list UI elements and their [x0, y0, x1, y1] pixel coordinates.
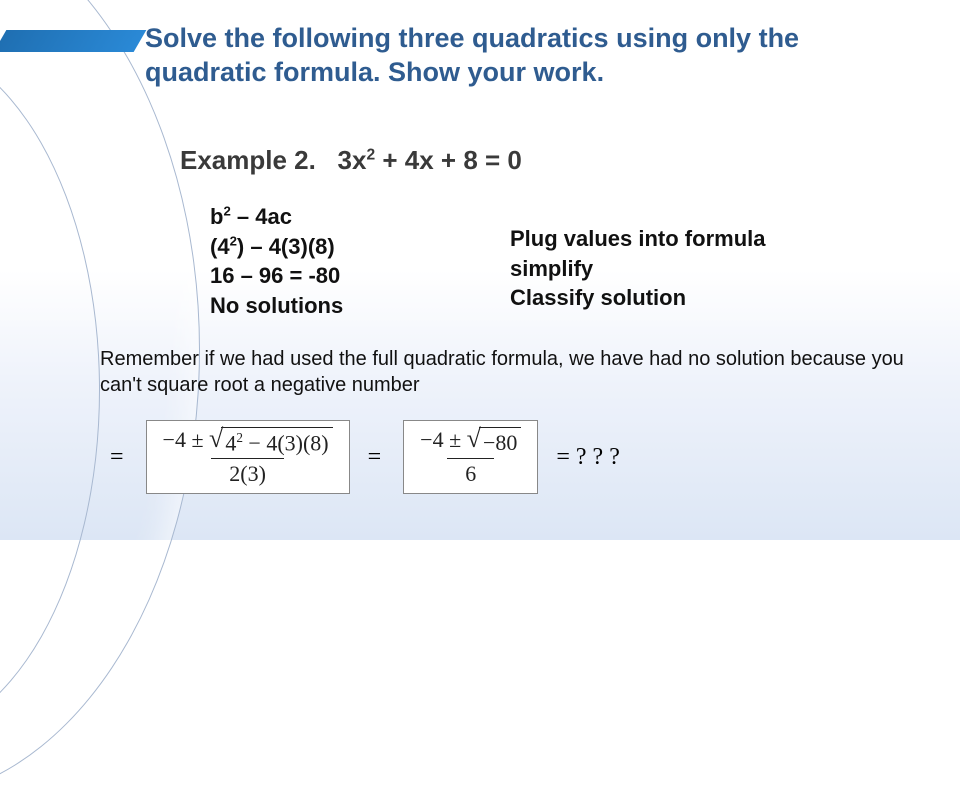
formula-result: = ? ? ? — [556, 444, 620, 471]
formula-box-2: −4 ± √ −80 6 — [403, 420, 538, 494]
work-line-4: No solutions — [210, 291, 343, 321]
frac2-denominator: 6 — [447, 458, 494, 487]
title-accent-bar — [0, 30, 146, 52]
work-1-pre: b — [210, 204, 223, 229]
work-line-1: b2 – 4ac — [210, 202, 343, 232]
work-line-2: (42) – 4(3)(8) — [210, 232, 343, 262]
frac1-rad-rest: − 4(3)(8) — [243, 430, 329, 455]
example-eq-prefix: 3x — [338, 145, 367, 175]
equals-2: = — [368, 444, 382, 471]
explanation-notes: Plug values into formula simplify Classi… — [510, 224, 765, 313]
example-eq-sup: 2 — [366, 146, 375, 163]
note-1: Plug values into formula — [510, 224, 765, 254]
frac1-num-left: −4 ± — [163, 427, 209, 452]
frac1-radicand: 42 − 4(3)(8) — [221, 427, 332, 456]
frac1-numerator: −4 ± √ 42 − 4(3)(8) — [157, 427, 339, 458]
sqrt-1: √ 42 − 4(3)(8) — [209, 427, 333, 456]
frac2-numerator: −4 ± √ −80 — [414, 427, 527, 458]
note-3: Classify solution — [510, 283, 765, 313]
fraction-1: −4 ± √ 42 − 4(3)(8) 2(3) — [157, 427, 339, 487]
work-line-3: 16 – 96 = -80 — [210, 261, 343, 291]
equals-1: = — [110, 444, 124, 471]
work-2-rest: ) – 4(3)(8) — [237, 234, 335, 259]
sqrt-2: √ −80 — [467, 427, 522, 456]
work-2-pre: (4 — [210, 234, 230, 259]
example-heading: Example 2. 3x2 + 4x + 8 = 0 — [180, 145, 522, 176]
work-2-sup: 2 — [230, 233, 237, 248]
frac2-num-left: −4 ± — [420, 427, 466, 452]
frac2-radicand: −80 — [479, 427, 521, 456]
example-label: Example 2. — [180, 145, 316, 175]
example-eq-rest: + 4x + 8 = 0 — [375, 145, 522, 175]
frac1-rad-pre: 4 — [225, 430, 236, 455]
fraction-2: −4 ± √ −80 6 — [414, 427, 527, 487]
formula-row: = −4 ± √ 42 − 4(3)(8) 2(3) = −4 ± √ − — [110, 420, 620, 494]
frac1-rad-sup: 2 — [236, 430, 243, 445]
work-steps: b2 – 4ac (42) – 4(3)(8) 16 – 96 = -80 No… — [210, 202, 343, 321]
slide-title: Solve the following three quadratics usi… — [145, 22, 925, 90]
work-1-sup: 2 — [223, 204, 230, 219]
formula-box-1: −4 ± √ 42 − 4(3)(8) 2(3) — [146, 420, 350, 494]
remember-text: Remember if we had used the full quadrat… — [100, 346, 920, 398]
work-1-rest: – 4ac — [231, 204, 292, 229]
frac1-denominator: 2(3) — [211, 458, 284, 487]
note-2: simplify — [510, 254, 765, 284]
